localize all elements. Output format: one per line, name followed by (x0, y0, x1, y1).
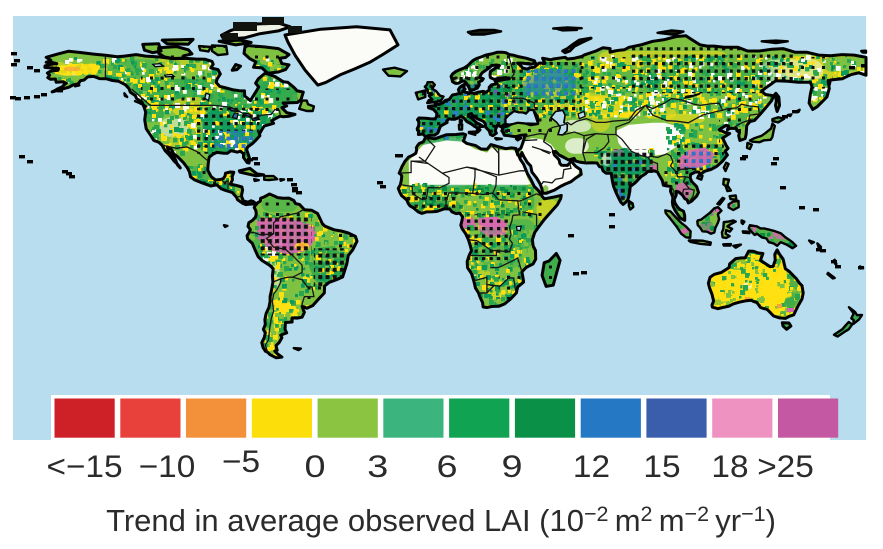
svg-text:15: 15 (643, 449, 680, 484)
svg-text:>25: >25 (757, 449, 814, 484)
svg-text:−5: −5 (222, 444, 260, 479)
svg-text:6: 6 (436, 450, 457, 484)
svg-text:3: 3 (367, 450, 388, 484)
svg-text:<−15: <−15 (46, 449, 122, 484)
svg-text:9: 9 (501, 450, 522, 484)
svg-text:12: 12 (573, 449, 610, 484)
svg-text:−10: −10 (139, 449, 196, 484)
svg-text:0: 0 (304, 450, 325, 484)
svg-text:Trend in average observed LAI: Trend in average observed LAI (10−2 m2 m… (106, 502, 776, 538)
svg-text:18: 18 (711, 449, 748, 484)
